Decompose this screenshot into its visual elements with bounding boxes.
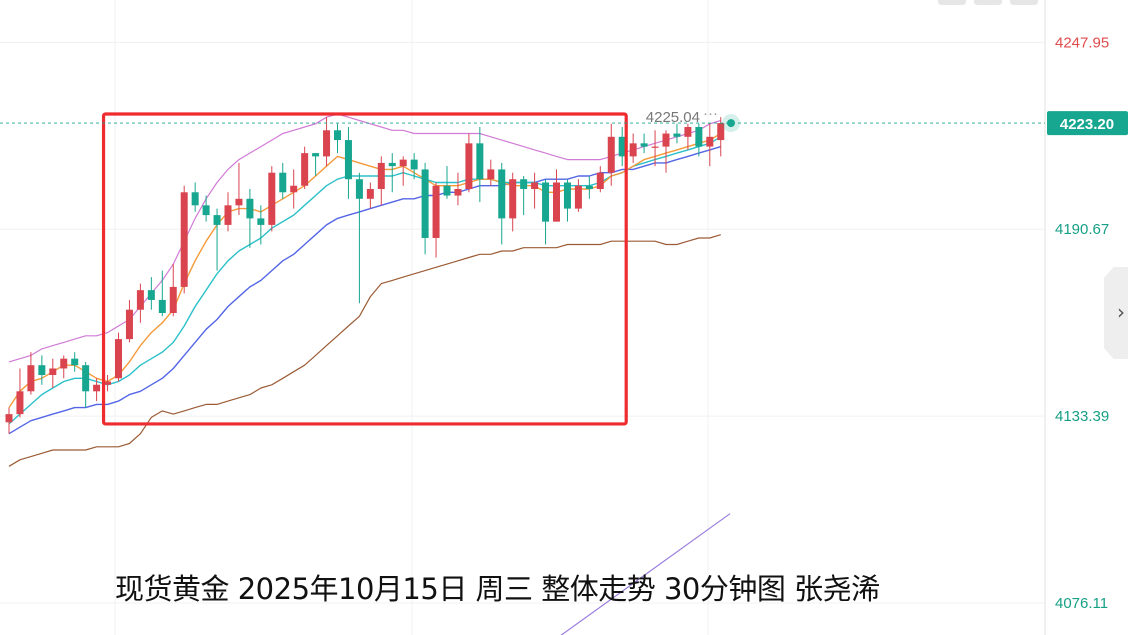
candle-bullish bbox=[180, 192, 188, 287]
candle-bearish bbox=[344, 140, 352, 180]
candle-bullish bbox=[5, 414, 13, 423]
lower-band-line bbox=[8, 234, 721, 467]
candle-bullish bbox=[596, 172, 604, 190]
candle-bullish bbox=[629, 143, 637, 157]
candle-bullish bbox=[465, 143, 473, 190]
candle-bearish bbox=[257, 218, 265, 225]
highlight-box bbox=[101, 112, 628, 426]
y-tick-label: 4247.95 bbox=[1055, 34, 1109, 51]
top-toolbar bbox=[938, 0, 1038, 5]
last-price-dot bbox=[727, 119, 735, 128]
candle-bearish bbox=[673, 133, 681, 137]
candle-bullish bbox=[125, 309, 133, 340]
candle-bullish bbox=[531, 182, 539, 190]
candle-bullish bbox=[301, 153, 309, 186]
candle-bullish bbox=[224, 205, 232, 225]
candle-bearish bbox=[158, 299, 166, 313]
candle-bullish bbox=[454, 189, 462, 196]
candle-bullish bbox=[553, 182, 560, 222]
chevron-right-icon: › bbox=[1117, 300, 1125, 324]
candle-bullish bbox=[169, 286, 177, 313]
candle-bullish bbox=[268, 172, 276, 225]
candle-bullish bbox=[684, 127, 692, 137]
y-tick-label: 4190.67 bbox=[1055, 221, 1109, 238]
candle-bearish bbox=[334, 130, 341, 141]
candle-bearish bbox=[618, 136, 626, 157]
y-tick-label: 4076.11 bbox=[1055, 595, 1108, 612]
candle-bearish bbox=[213, 215, 221, 225]
candle-bearish bbox=[71, 358, 79, 366]
candle-bullish bbox=[509, 179, 517, 219]
candle-bearish bbox=[585, 185, 593, 190]
candle-bearish bbox=[202, 205, 210, 216]
candle-bullish bbox=[377, 162, 385, 190]
candle-bullish bbox=[651, 146, 659, 148]
candle-bearish bbox=[355, 179, 363, 199]
candle-bearish bbox=[312, 153, 320, 157]
candle-bullish bbox=[136, 290, 144, 310]
high-price-marker: 4225.04 bbox=[646, 109, 700, 126]
candle-bearish bbox=[191, 192, 199, 206]
candle-bullish bbox=[399, 159, 407, 167]
candle-bullish bbox=[93, 384, 101, 392]
candle-bearish bbox=[410, 159, 418, 170]
toolbar-button[interactable] bbox=[938, 0, 966, 5]
candle-bearish bbox=[476, 143, 484, 180]
candle-bearish bbox=[82, 365, 90, 392]
last-price-badge bbox=[1047, 111, 1128, 136]
moving-average-mid-line bbox=[8, 136, 722, 425]
candle-bearish bbox=[388, 162, 396, 167]
candle-bearish bbox=[695, 127, 703, 147]
candle-bearish bbox=[279, 172, 287, 193]
candle-bullish bbox=[115, 339, 122, 379]
candle-bearish bbox=[147, 290, 155, 300]
candle-bearish bbox=[421, 169, 429, 238]
candle-bearish bbox=[640, 143, 648, 147]
candle-bullish bbox=[60, 358, 68, 369]
candle-bearish bbox=[563, 182, 571, 209]
candle-bullish bbox=[104, 381, 112, 385]
chart-title: 现货黄金 2025年10月15日 周三 整体走势 30分钟图 张尧浠 bbox=[115, 572, 880, 606]
candle-bearish bbox=[520, 179, 528, 190]
candle-bullish bbox=[16, 391, 24, 415]
candle-bullish bbox=[235, 198, 243, 206]
moving-average-slow-line bbox=[8, 145, 722, 435]
candle-bullish bbox=[487, 169, 495, 180]
candle-bearish bbox=[246, 198, 254, 219]
candle-bullish bbox=[323, 130, 331, 157]
candle-bullish bbox=[662, 133, 670, 147]
y-tick-label: 4133.39 bbox=[1055, 408, 1109, 425]
last-price-label: 4223.20 bbox=[1060, 116, 1114, 133]
candle-bullish bbox=[706, 136, 714, 147]
candle-bullish bbox=[607, 136, 615, 173]
candle-bullish bbox=[717, 123, 725, 141]
candle-bullish bbox=[432, 185, 440, 238]
candle-bullish bbox=[366, 189, 374, 199]
candle-bullish bbox=[290, 185, 298, 193]
candle-bearish bbox=[38, 365, 46, 375]
toolbar-button[interactable] bbox=[974, 0, 1002, 5]
high-price-marker-suffix: ··· bbox=[703, 105, 718, 122]
candle-bullish bbox=[27, 365, 35, 392]
candle-bullish bbox=[49, 368, 57, 375]
candle-bearish bbox=[443, 185, 451, 196]
candle-bearish bbox=[542, 182, 550, 222]
candle-bearish bbox=[498, 169, 506, 219]
toolbar-button[interactable] bbox=[1010, 0, 1038, 5]
candle-bullish bbox=[574, 185, 582, 209]
side-panel-toggle[interactable]: › bbox=[1104, 267, 1128, 359]
moving-average-long-line bbox=[560, 513, 731, 635]
